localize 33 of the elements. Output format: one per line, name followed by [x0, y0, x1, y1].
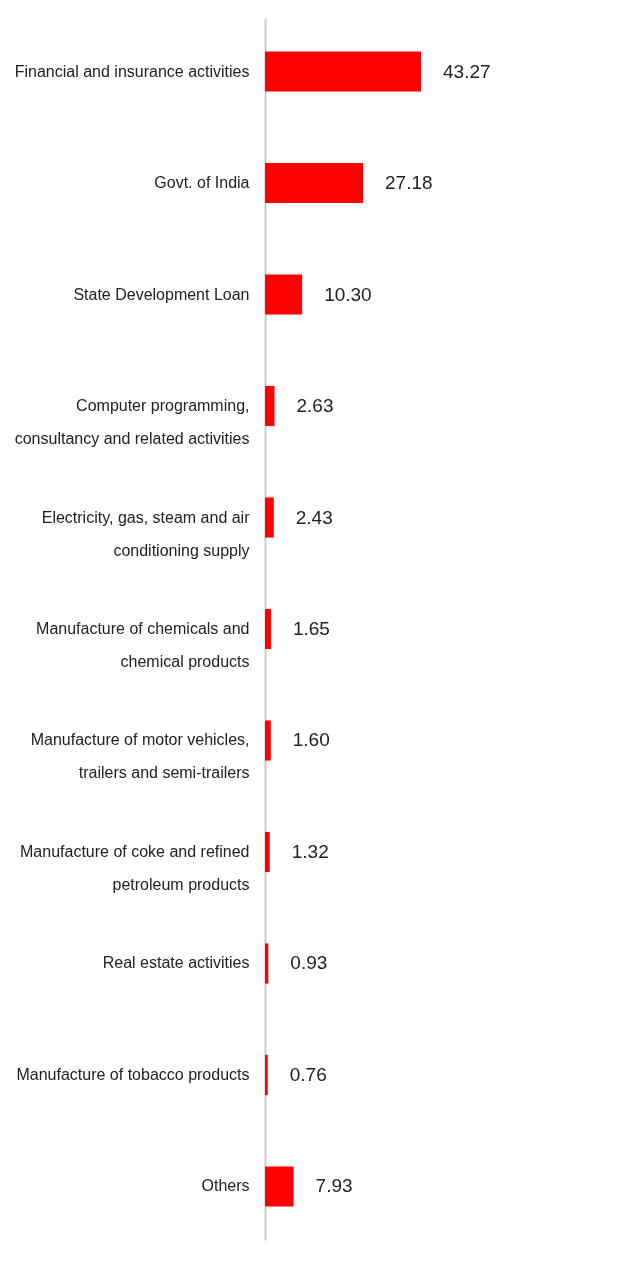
data-label: 1.32	[291, 840, 329, 862]
bar	[265, 720, 271, 761]
bar	[265, 162, 363, 204]
bar	[265, 1166, 294, 1207]
bar	[265, 831, 270, 873]
data-label: 1.65	[292, 618, 330, 639]
bar	[265, 274, 303, 315]
y-tick-label: Manufacture of coke and refined petroleum products	[20, 842, 250, 893]
bar	[265, 497, 274, 538]
y-tick-label: State Development Loan	[73, 285, 250, 303]
y-tick-label: Manufacture of motor vehicles, trailers and semi-trailers	[30, 731, 250, 782]
y-tick-label: Financial and insurance activities	[14, 62, 250, 80]
y-tick-label: Others	[201, 1177, 250, 1195]
y-tick-label: Computer programming, consultancy and related activities	[14, 397, 250, 448]
bar	[265, 943, 269, 984]
bar	[265, 51, 421, 92]
data-label: 7.93	[315, 1175, 353, 1197]
y-tick-label: Govt. of India	[154, 174, 250, 192]
data-label: 43.27	[443, 60, 491, 82]
y-tick-label: Electricity, gas, steam and air conditioning supply	[41, 508, 251, 559]
data-label: 27.18	[384, 172, 433, 194]
y-tick-label: Real estate activities	[102, 954, 250, 972]
data-label: 10.30	[324, 283, 372, 305]
data-label: 1.60	[292, 729, 330, 751]
data-label: 0.76	[289, 1063, 327, 1085]
data-label: 2.43	[295, 506, 333, 528]
data-label: 0.93	[290, 952, 328, 974]
data-label: 2.63	[296, 395, 334, 417]
bar	[265, 1054, 268, 1096]
y-tick-label: Manufacture of chemicals and chemical products	[36, 620, 250, 670]
bar	[265, 608, 271, 650]
bar	[265, 385, 275, 427]
y-tick-label: Manufacture of tobacco products	[16, 1065, 250, 1083]
